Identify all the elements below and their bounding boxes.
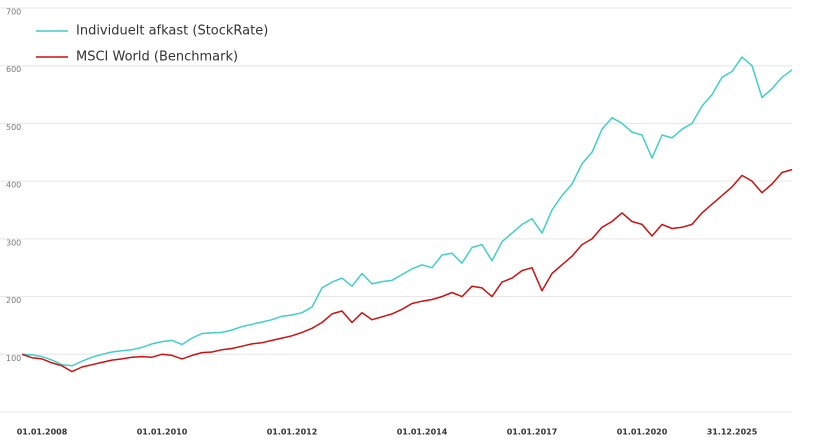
legend-label: Individuelt afkast (StockRate) (76, 24, 268, 39)
series-line (21, 168, 793, 373)
y-tick-label: 700 (6, 8, 21, 17)
y-tick-label: 100 (6, 354, 21, 363)
x-tick-label: 31.12.2025 (707, 428, 758, 437)
y-tick-label: 200 (6, 296, 21, 305)
y-tick-label: 500 (6, 123, 21, 132)
x-tick-label: 01.01.2017 (507, 428, 558, 437)
y-tick-label: 300 (6, 238, 21, 247)
y-tick-label: 600 (6, 65, 21, 74)
x-tick-label: 01.01.2020 (617, 428, 668, 437)
x-tick-label: 01.01.2010 (137, 428, 188, 437)
legend-label: MSCI World (Benchmark) (76, 50, 238, 65)
x-tick-label: 01.01.2014 (397, 428, 448, 437)
series-line (21, 56, 793, 367)
y-tick-label: 400 (6, 181, 21, 190)
x-tick-label: 01.01.2008 (17, 428, 68, 437)
x-tick-label: 01.01.2012 (267, 428, 318, 437)
